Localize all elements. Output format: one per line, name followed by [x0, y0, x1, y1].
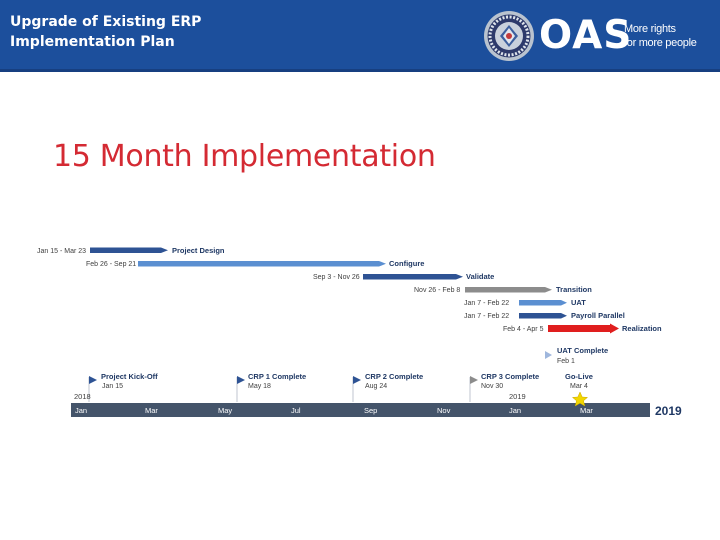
timeline-axis-bar: [71, 403, 650, 417]
milestone-date: Jan 15: [102, 383, 123, 390]
milestone-crp3-complete: CRP 3 Complete Nov 30: [469, 372, 539, 402]
task-bar-arrow: [561, 300, 567, 306]
task-bar-arrow: [610, 323, 619, 334]
title-line-2: Implementation Plan: [10, 34, 175, 50]
milestone-date: May 18: [248, 383, 271, 390]
task-bar: [465, 287, 545, 293]
task-label: Validate: [466, 272, 494, 281]
milestone-label: CRP 3 Complete: [481, 372, 539, 381]
milestone-label: CRP 2 Complete: [365, 372, 423, 381]
task-label: Payroll Parallel: [571, 311, 625, 320]
task-bar: [90, 247, 161, 253]
milestone-project-kick-off: Project Kick-Off Jan 15: [88, 372, 158, 402]
end-year-label: 2019: [655, 404, 682, 418]
task-bar: [548, 325, 610, 332]
task-dates: Jan 7 - Feb 22: [464, 313, 509, 320]
task-row-transition: Nov 26 - Feb 8 Transition: [414, 285, 592, 294]
task-row-validate: Sep 3 - Nov 26 Validate: [313, 272, 494, 281]
milestone-go-live: Go-Live Mar 4: [565, 372, 593, 390]
year-label-2019: 2019: [509, 392, 526, 401]
month-tick-label: Sep: [364, 406, 377, 415]
slogan-line-1: More rights: [624, 23, 676, 35]
month-tick-label: Mar: [145, 406, 158, 415]
task-dates: Sep 3 - Nov 26: [313, 274, 360, 281]
title-line-1: Upgrade of Existing ERP: [10, 14, 202, 30]
task-row-uat: Jan 7 - Feb 22 UAT: [464, 298, 586, 307]
slogan-line-2: for more people: [624, 37, 697, 49]
go-live-star-icon: [571, 391, 589, 407]
year-label-2018: 2018: [74, 392, 91, 401]
milestone-date: Feb 1: [557, 358, 575, 365]
task-bar: [138, 261, 379, 267]
task-bar-arrow: [561, 313, 567, 319]
milestone-date: Aug 24: [365, 383, 387, 390]
milestone-flag-icon: [545, 351, 552, 359]
milestone-date: Mar 4: [570, 383, 588, 390]
task-bar: [519, 300, 561, 306]
milestone-label: UAT Complete: [557, 346, 608, 355]
task-dates: Nov 26 - Feb 8: [414, 287, 460, 294]
task-row-project-design: Jan 15 - Mar 23 Project Design: [37, 246, 225, 255]
milestone-label: CRP 1 Complete: [248, 372, 306, 381]
task-bar-arrow: [161, 247, 168, 253]
task-row-realization: Feb 4 - Apr 5 Realization: [503, 323, 662, 334]
header-banner: Upgrade of Existing ERP Implementation P…: [0, 0, 720, 72]
milestone-crp1-complete: CRP 1 Complete May 18: [236, 372, 306, 402]
task-dates: Feb 26 - Sep 21: [86, 261, 136, 268]
month-tick-label: Nov: [437, 406, 451, 415]
month-tick-label: Jan: [509, 406, 521, 415]
task-bar: [363, 274, 456, 280]
milestone-date: Nov 30: [481, 383, 503, 390]
month-tick-label: Jan: [75, 406, 87, 415]
oas-logo: OAS: [539, 13, 633, 58]
month-tick-label: Mar: [580, 406, 593, 415]
oas-seal-icon: [484, 11, 534, 61]
task-bar-arrow: [379, 261, 386, 267]
task-bar: [519, 313, 561, 319]
slide-title: 15 Month Implementation: [53, 139, 436, 174]
task-label: Configure: [389, 259, 424, 268]
task-dates: Feb 4 - Apr 5: [503, 326, 544, 333]
task-label: Transition: [556, 285, 592, 294]
task-row-payroll-parallel: Jan 7 - Feb 22 Payroll Parallel: [464, 311, 625, 320]
task-label: Realization: [622, 324, 662, 333]
milestone-flag-icon: [353, 376, 361, 384]
task-dates: Jan 15 - Mar 23: [37, 248, 86, 255]
task-bar-arrow: [545, 287, 552, 293]
oas-slogan: More rights for more people: [624, 22, 697, 50]
milestone-flag-icon: [89, 376, 97, 384]
milestone-label: Go-Live: [565, 372, 593, 381]
month-tick-label: Jul: [291, 406, 301, 415]
task-label: Project Design: [172, 246, 225, 255]
task-dates: Jan 7 - Feb 22: [464, 300, 509, 307]
month-tick-label: May: [218, 406, 232, 415]
milestone-label: Project Kick-Off: [101, 372, 158, 381]
task-row-configure: Feb 26 - Sep 21 Configure: [86, 259, 424, 268]
task-bar-arrow: [456, 274, 463, 280]
milestone-uat-complete: UAT Complete Feb 1: [545, 346, 608, 365]
milestone-flag-icon: [237, 376, 245, 384]
milestone-flag-icon: [470, 376, 478, 384]
milestone-crp2-complete: CRP 2 Complete Aug 24: [352, 372, 423, 402]
presentation-title: Upgrade of Existing ERP Implementation P…: [10, 12, 201, 52]
task-label: UAT: [571, 298, 586, 307]
